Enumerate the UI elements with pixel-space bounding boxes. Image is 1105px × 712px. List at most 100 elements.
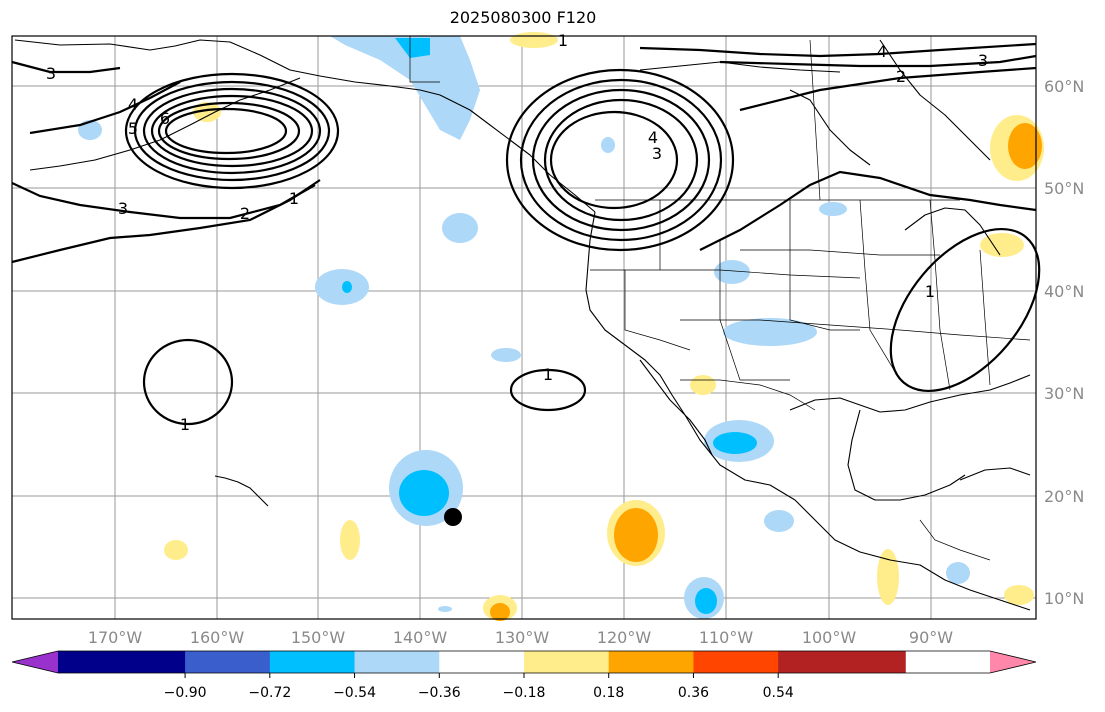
pos-patch-bering <box>193 102 221 122</box>
contour-label: 3 <box>978 51 988 70</box>
lon-label: 140°W <box>393 628 448 647</box>
latitude-labels: 60°N 50°N 40°N 30°N 20°N 10°N <box>1044 77 1084 608</box>
colorbar-min-arrow <box>12 651 58 673</box>
colorbar-tick-label: −0.36 <box>418 685 461 701</box>
lon-label: 130°W <box>495 628 550 647</box>
coastlines <box>14 39 1031 611</box>
contour-w-5 <box>157 101 301 161</box>
contour-lines <box>11 42 1041 426</box>
neg-patch-bc <box>601 137 615 153</box>
colorbar-tick-label: −0.18 <box>503 685 546 701</box>
neg-patch-gulf-alaska <box>330 36 480 140</box>
neg-patch-103w-18n <box>764 510 794 532</box>
pos-patch-165w-15n <box>164 540 188 560</box>
colorbar-ticks: −0.90 −0.72 −0.54 −0.36 −0.18 0.18 0.36 0.54 <box>164 673 794 701</box>
political-borders <box>409 36 1031 561</box>
colorbar-bin <box>185 651 271 673</box>
neg-patch-132w-34n <box>491 348 521 362</box>
pos-core-132w-9n <box>490 603 510 621</box>
anomaly-shading <box>78 32 1044 621</box>
neg-core-gulf-california <box>713 432 757 454</box>
neg-patch-southwest <box>723 318 817 346</box>
colorbar: −0.90 −0.72 −0.54 −0.36 −0.18 0.18 0.36 0.54 <box>11 650 1037 701</box>
contour-label: 3 <box>46 64 56 83</box>
contour-label: 2 <box>240 204 250 223</box>
contour-w-1 <box>124 72 340 190</box>
neg-core-112w-10n <box>695 588 717 614</box>
colorbar-bin <box>778 651 906 673</box>
pos-core-119w-16n <box>614 508 658 562</box>
lat-label: 20°N <box>1044 487 1084 506</box>
contour-w-4 <box>150 94 314 168</box>
neg-core-gulf-alaska <box>395 38 430 58</box>
contour-e-1 <box>505 68 735 252</box>
pos-patch-north-edge <box>510 32 558 48</box>
contour-label: 4 <box>128 95 138 114</box>
colorbar-bin <box>693 651 779 673</box>
contour-e-5 <box>549 110 679 210</box>
colorbar-bin <box>524 651 610 673</box>
contour-label-group: 3 4 5 6 3 2 1 1 4 3 4 3 2 1 1 1 <box>46 31 988 434</box>
contour-label: 4 <box>877 42 887 61</box>
lon-label: 110°W <box>699 628 754 647</box>
colorbar-bin <box>58 651 186 673</box>
contour-great-lakes <box>889 227 1041 393</box>
pos-patch-93w-10n <box>877 549 899 605</box>
colorbar-bin <box>439 651 525 673</box>
contour-label: 1 <box>925 282 935 301</box>
pos-patch-baja <box>690 375 716 395</box>
contour-e-4 <box>543 98 699 222</box>
colorbar-tick-label: −0.54 <box>333 685 376 701</box>
lat-label: 60°N <box>1044 77 1084 96</box>
contour-label: 3 <box>652 144 662 163</box>
contour-label: 1 <box>558 31 568 50</box>
neg-patch-plains <box>819 202 847 216</box>
neg-patch-138w-9n <box>438 606 452 612</box>
colorbar-max-arrow <box>990 651 1036 673</box>
longitude-labels: 170°W 160°W 150°W 140°W 130°W 120°W 110°… <box>88 628 953 647</box>
pos-core-hudson <box>1008 123 1042 169</box>
map-frame <box>11 35 1037 620</box>
colorbar-tick-label: 0.54 <box>763 685 794 701</box>
colorbar-bins <box>58 651 906 673</box>
storm-center-marker <box>444 508 462 526</box>
contour-w-2 <box>133 80 331 182</box>
lat-label: 50°N <box>1044 179 1084 198</box>
colorbar-tick-label: −0.90 <box>164 685 207 701</box>
pos-patch-147w-15n <box>340 520 360 560</box>
contour-e-2 <box>519 78 723 242</box>
lon-label: 160°W <box>190 628 245 647</box>
lon-label: 90°W <box>909 628 953 647</box>
contour-w-6 <box>164 107 288 155</box>
contour-165w-30n <box>142 338 234 426</box>
contour-label: 1 <box>180 415 190 434</box>
neg-patch-aleutian <box>78 120 102 140</box>
neg-patch-central-america <box>946 562 970 584</box>
neg-patch-rockies <box>714 260 750 284</box>
neg-core-147w-40n <box>342 281 352 293</box>
pos-patch-east-pacific-edge <box>1004 585 1034 605</box>
contour-label: 3 <box>118 199 128 218</box>
lat-label: 10°N <box>1044 589 1084 608</box>
contour-label: 1 <box>289 189 299 208</box>
lon-label: 100°W <box>802 628 857 647</box>
lat-label: 30°N <box>1044 384 1084 403</box>
colorbar-tick-label: −0.72 <box>248 685 291 701</box>
map-title: 2025080300 F120 <box>449 8 597 27</box>
colorbar-tick-label: 0.18 <box>593 685 624 701</box>
contour-e-3 <box>531 88 711 232</box>
lon-label: 120°W <box>597 628 652 647</box>
contour-label: 6 <box>160 109 170 128</box>
contour-w-3 <box>142 87 322 175</box>
lat-label: 40°N <box>1044 282 1084 301</box>
lon-label: 170°W <box>88 628 143 647</box>
colorbar-bin <box>354 651 440 673</box>
contour-128w-30n <box>509 368 587 412</box>
colorbar-outline <box>11 650 1037 674</box>
contour-label: 2 <box>896 67 906 86</box>
colorbar-bin <box>608 651 694 673</box>
neg-core-hawaii-east <box>399 470 449 516</box>
colorbar-tick-label: 0.36 <box>678 685 709 701</box>
pos-patch-great-lakes <box>980 233 1024 257</box>
